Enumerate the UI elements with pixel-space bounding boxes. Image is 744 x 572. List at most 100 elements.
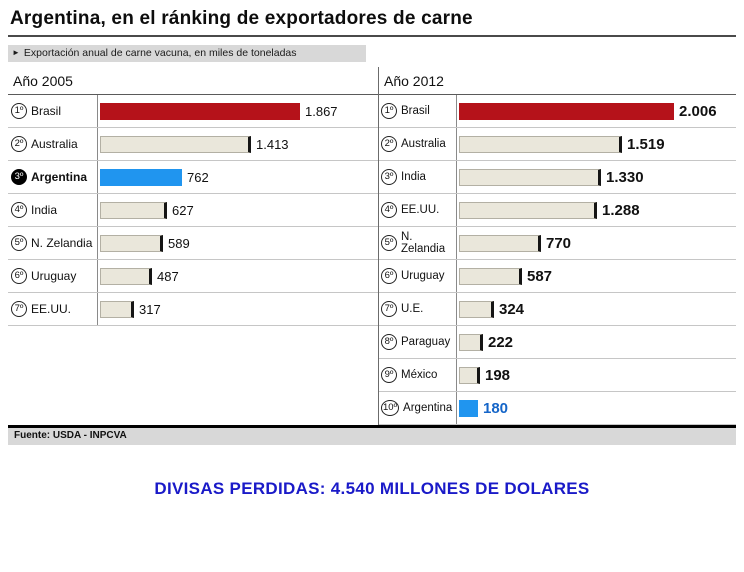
bar-area: 180: [457, 392, 736, 424]
bar-area: 587: [457, 260, 736, 292]
bar-area: 1.330: [457, 161, 736, 193]
value-label: 198: [485, 366, 511, 384]
value-label: 1.519: [627, 135, 665, 153]
row-label: 4º India: [8, 194, 98, 226]
country-label: Uruguay: [401, 270, 445, 282]
value-label: 627: [172, 202, 194, 218]
bar-area: 589: [98, 227, 378, 259]
country-label: Australia: [31, 137, 78, 151]
country-label: N. Zelandia: [31, 236, 93, 250]
rank-badge: 3º: [11, 169, 27, 185]
rank-badge: 6º: [11, 268, 27, 284]
bar: [459, 102, 674, 120]
value-label: 762: [187, 169, 209, 185]
chart-row-india: 3º India 1.330: [379, 161, 736, 194]
bar: [100, 168, 182, 186]
subtitle-text: Exportación anual de carne vacuna, en mi…: [23, 47, 297, 59]
row-label: 2º Australia: [379, 128, 457, 160]
value-label: 324: [499, 300, 525, 318]
chart-row-argentina: 10º Argentina 180: [379, 392, 736, 425]
bar-area: 1.288: [457, 194, 736, 226]
bar-area: 324: [457, 293, 736, 325]
rank-badge: 8º: [381, 334, 397, 350]
chart-row-uruguay: 6º Uruguay 587: [379, 260, 736, 293]
bar: [459, 366, 480, 384]
bullet-arrow-icon: ►: [12, 48, 20, 57]
row-label: 10º Argentina: [379, 392, 457, 424]
chart-row-india: 4º India 627: [8, 194, 378, 227]
bar: [100, 102, 300, 120]
rank-badge: 1º: [11, 103, 27, 119]
country-label: Brasil: [31, 104, 62, 118]
value-label: 222: [488, 333, 514, 351]
value-label: 180: [483, 399, 509, 417]
rank-badge: 1º: [381, 103, 397, 119]
row-label: 3º Argentina: [8, 161, 98, 193]
value-label: 1.330: [606, 168, 644, 186]
country-label: EE.UU.: [401, 204, 440, 216]
value-label: 2.006: [679, 102, 717, 120]
rank-badge: 5º: [11, 235, 27, 251]
chart-row-ee-uu-: 4º EE.UU. 1.288: [379, 194, 736, 227]
row-label: 9º México: [379, 359, 457, 391]
chart-row-u-e-: 7º U.E. 324: [379, 293, 736, 326]
bar: [459, 168, 601, 186]
rank-badge: 6º: [381, 268, 397, 284]
charts-container: Año 2005 1º Brasil 1.867 2º Australia 1.413 3º…: [8, 67, 736, 425]
country-label: Paraguay: [401, 336, 451, 348]
rank-badge: 4º: [11, 202, 27, 218]
bar-area: 762: [98, 161, 378, 193]
country-label: Australia: [401, 138, 446, 150]
country-label: Argentina: [31, 170, 88, 184]
rank-badge: 2º: [381, 136, 397, 152]
rank-badge: 10º: [381, 400, 400, 416]
bar: [100, 234, 163, 252]
page-title: Argentina, en el ránking de exportadores…: [8, 6, 736, 37]
bar: [459, 201, 597, 219]
bar: [100, 135, 251, 153]
bar: [100, 201, 167, 219]
bar-area: 2.006: [457, 95, 736, 127]
country-label: EE.UU.: [31, 302, 72, 316]
row-label: 5º N. Zelandia: [8, 227, 98, 259]
row-label: 1º Brasil: [8, 95, 98, 127]
chart-row-argentina: 3º Argentina 762: [8, 161, 378, 194]
chart-2005-rows: 1º Brasil 1.867 2º Australia 1.413 3º Argentina…: [8, 94, 378, 326]
chart-row-paraguay: 8º Paraguay 222: [379, 326, 736, 359]
value-label: 1.288: [602, 201, 640, 219]
bar: [459, 135, 622, 153]
chart-row-ee-uu-: 7º EE.UU. 317: [8, 293, 378, 326]
value-label: 487: [157, 268, 179, 284]
row-label: 2º Australia: [8, 128, 98, 160]
bar-area: 1.867: [98, 95, 378, 127]
bar: [459, 399, 478, 417]
chart-2012-rows: 1º Brasil 2.006 2º Australia 1.519 3º India 1.33…: [379, 94, 736, 425]
row-label: 8º Paraguay: [379, 326, 457, 358]
chart-row-uruguay: 6º Uruguay 487: [8, 260, 378, 293]
chart-2012-title: Año 2012: [384, 73, 444, 89]
country-label: Argentina: [403, 402, 453, 414]
value-label: 1.413: [256, 136, 289, 152]
subtitle-strip: ► Exportación anual de carne vacuna, en …: [8, 45, 366, 62]
row-label: 1º Brasil: [379, 95, 457, 127]
chart-row-n-zelandia: 5º N. Zelandia 589: [8, 227, 378, 260]
rank-badge: 5º: [381, 235, 397, 251]
value-label: 770: [546, 234, 572, 252]
country-label: Brasil: [401, 105, 430, 117]
chart-panel-2012: Año 2012 1º Brasil 2.006 2º Australia 1.519 3º…: [378, 67, 736, 425]
bar: [100, 267, 152, 285]
row-label: 6º Uruguay: [379, 260, 457, 292]
rank-badge: 7º: [11, 301, 27, 317]
country-label: India: [31, 203, 58, 217]
rank-badge: 7º: [381, 301, 397, 317]
row-label: 3º India: [379, 161, 457, 193]
row-label: 5º N. Zelandia: [379, 227, 457, 259]
row-label: 7º U.E.: [379, 293, 457, 325]
bar-area: 198: [457, 359, 736, 391]
bar-area: 770: [457, 227, 736, 259]
country-label: Uruguay: [31, 269, 77, 283]
source-bar: Fuente: USDA - INPCVA: [8, 425, 736, 445]
bar-area: 317: [98, 293, 378, 325]
bar: [459, 267, 522, 285]
chart-row-brasil: 1º Brasil 1.867: [8, 95, 378, 128]
